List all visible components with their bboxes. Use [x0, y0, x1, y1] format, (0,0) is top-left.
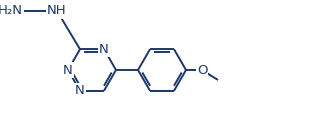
Text: N: N	[75, 84, 85, 97]
Text: O: O	[197, 63, 207, 77]
Text: H₂N: H₂N	[0, 4, 22, 18]
Text: N: N	[99, 43, 109, 56]
Text: N: N	[63, 63, 73, 77]
Text: NH: NH	[47, 4, 67, 18]
